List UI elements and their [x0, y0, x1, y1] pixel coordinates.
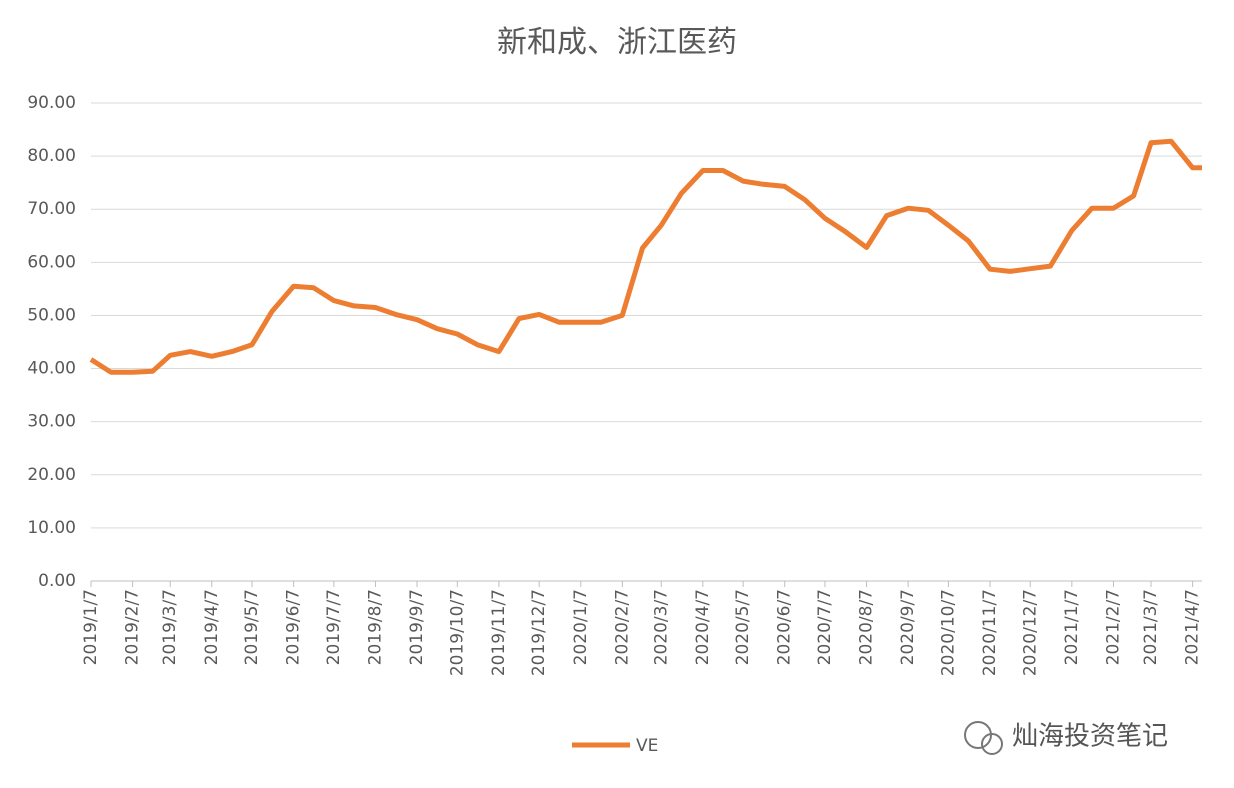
x-tick-label: 2019/3/7 — [160, 589, 180, 665]
y-tick-label: 30.00 — [27, 412, 76, 432]
chart-title: 新和成、浙江医药 — [497, 25, 737, 60]
x-tick-label: 2019/5/7 — [242, 589, 262, 665]
x-tick-label: 2020/9/7 — [898, 589, 918, 665]
x-tick-label: 2021/2/7 — [1103, 589, 1123, 665]
x-tick-label: 2019/9/7 — [407, 589, 427, 665]
x-tick-label: 2019/7/7 — [324, 589, 344, 665]
x-tick-label: 2019/12/7 — [529, 589, 549, 676]
x-tick-label: 2020/7/7 — [815, 589, 835, 665]
line-series — [89, 138, 1202, 375]
y-tick-label: 60.00 — [27, 252, 76, 272]
y-tick-label: 80.00 — [27, 146, 76, 166]
y-tick-label: 10.00 — [27, 518, 76, 538]
x-tick-label: 2019/4/7 — [202, 589, 222, 665]
x-tick-label: 2021/1/7 — [1062, 589, 1082, 665]
x-tick-label: 2019/11/7 — [489, 589, 509, 676]
x-tick-label: 2020/4/7 — [693, 589, 713, 665]
y-tick-label: 70.00 — [27, 199, 76, 219]
x-tick-label: 2020/12/7 — [1020, 589, 1040, 676]
x-tick-label: 2020/5/7 — [733, 589, 753, 665]
x-tick-label: 2020/1/7 — [571, 589, 591, 665]
x-tick-label: 2019/1/7 — [81, 589, 101, 665]
x-tick-label: 2020/6/7 — [775, 589, 795, 665]
x-tick-label: 2020/8/7 — [857, 589, 877, 665]
x-tick-label: 2021/3/7 — [1141, 589, 1161, 665]
x-tick-label: 2020/10/7 — [938, 589, 958, 676]
x-tick-label: 2020/11/7 — [980, 589, 1000, 676]
x-tick-label: 2019/10/7 — [447, 589, 467, 676]
watermark: 灿海投资笔记 — [1012, 722, 1168, 752]
y-tick-label: 40.00 — [27, 359, 76, 379]
legend-label: VE — [636, 736, 658, 756]
x-tick-label: 2020/2/7 — [612, 589, 632, 665]
x-tick-label: 2021/4/7 — [1183, 589, 1203, 665]
x-tick-label: 2019/8/7 — [365, 589, 385, 665]
y-tick-label: 0.00 — [38, 571, 76, 591]
y-tick-label: 90.00 — [27, 93, 76, 113]
x-tick-label: 2019/6/7 — [284, 589, 304, 665]
x-tick-label: 2019/2/7 — [123, 589, 143, 665]
y-tick-label: 50.00 — [27, 305, 76, 325]
watermark-icon — [964, 721, 1003, 755]
y-tick-label: 20.00 — [27, 465, 76, 485]
x-tick-label: 2020/3/7 — [651, 589, 671, 665]
